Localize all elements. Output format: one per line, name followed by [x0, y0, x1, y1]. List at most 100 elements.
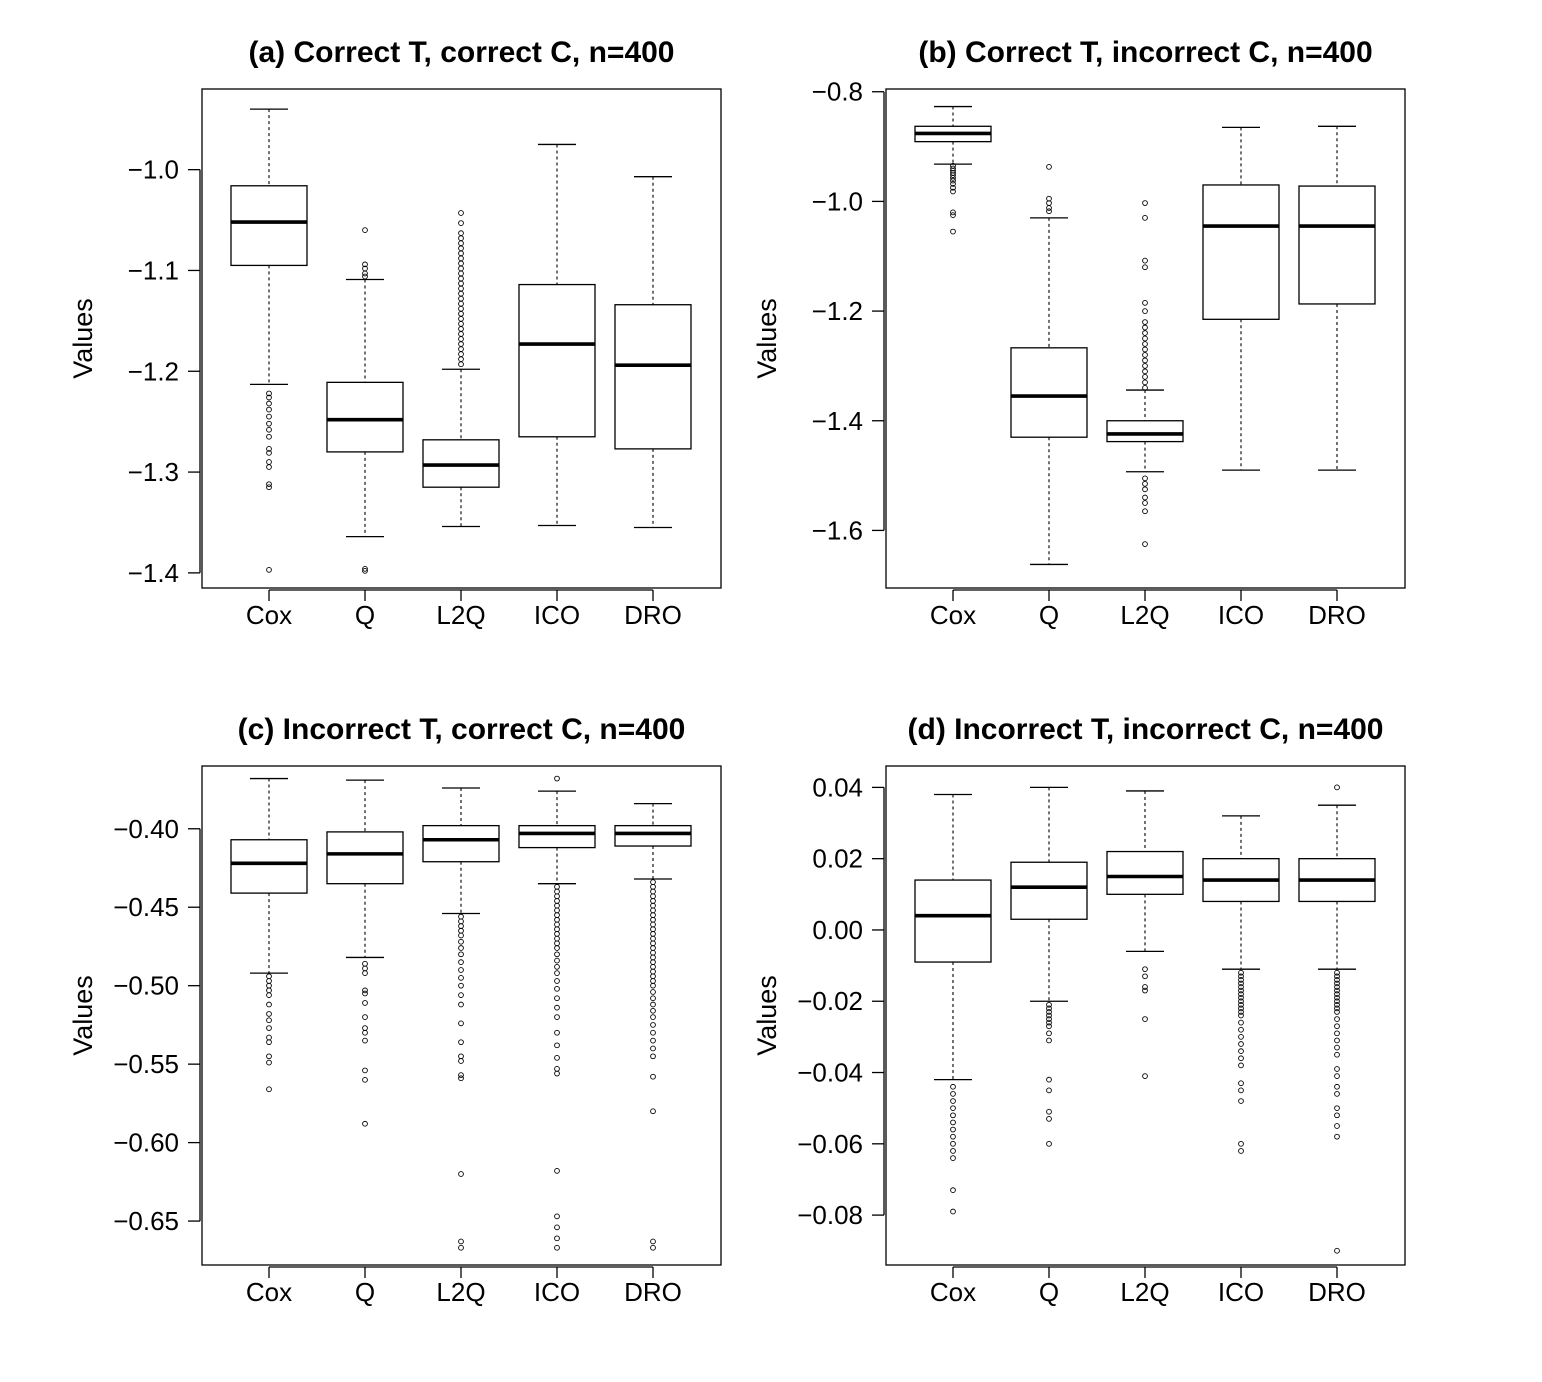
outlier-point — [650, 1022, 656, 1028]
outlier-point — [650, 954, 656, 961]
outlier-point — [1334, 1112, 1340, 1119]
y-tick-label: −1.4 — [128, 558, 179, 588]
panel-title: (b) Correct T, incorrect C, n=400 — [918, 36, 1372, 69]
outlier-point — [458, 932, 464, 939]
outlier-point — [1142, 363, 1148, 369]
outlier-point — [950, 1112, 956, 1119]
iqr-box — [614, 824, 692, 847]
outlier-point — [458, 974, 464, 981]
outlier-point — [650, 1053, 656, 1060]
outlier-point — [1142, 215, 1148, 221]
outlier-point — [362, 990, 368, 997]
plot-frame — [885, 765, 1406, 1266]
outlier-point — [950, 174, 956, 181]
outlier-point — [1046, 205, 1052, 211]
outlier-point — [362, 270, 368, 277]
outlier-point — [650, 1045, 656, 1052]
box-l2q — [422, 210, 500, 528]
outlier-point — [458, 1238, 464, 1245]
outlier-point — [1238, 1098, 1244, 1104]
outlier-point — [650, 912, 656, 918]
outlier-point — [1238, 1140, 1244, 1147]
plot-frame — [885, 88, 1406, 589]
outlier-point — [1238, 1012, 1244, 1019]
outlier-point — [458, 1244, 464, 1251]
outlier-point — [266, 459, 272, 465]
outlier-point — [650, 1073, 656, 1080]
y-tick-label: −1.3 — [128, 457, 179, 487]
outlier-point — [554, 978, 560, 984]
iqr-box — [1298, 185, 1376, 305]
outlier-point — [1238, 977, 1244, 983]
outlier-point — [458, 280, 464, 287]
outlier-point — [950, 212, 956, 218]
outlier-point — [650, 982, 656, 989]
outlier-point — [458, 1072, 464, 1078]
outlier-point — [458, 295, 464, 302]
outlier-point — [458, 260, 464, 267]
panel-title: (a) Correct T, correct C, n=400 — [249, 36, 675, 69]
y-tick-label: −1.1 — [128, 255, 179, 285]
outlier-point — [266, 1017, 272, 1024]
outlier-point — [1238, 1001, 1244, 1008]
outlier-point — [362, 227, 368, 233]
outlier-point — [458, 300, 464, 307]
outlier-point — [266, 1034, 272, 1041]
box-dro — [614, 176, 692, 529]
outlier-point — [554, 902, 560, 909]
outlier-point — [458, 361, 464, 368]
outlier-point — [554, 964, 560, 970]
outlier-point — [1334, 973, 1340, 980]
outlier-point — [362, 1037, 368, 1044]
outlier-point — [1142, 385, 1148, 391]
outlier-point — [554, 926, 560, 933]
outlier-point — [458, 927, 464, 934]
outlier-point — [1334, 977, 1340, 983]
outlier-point — [1046, 164, 1052, 170]
outlier-point — [1334, 994, 1340, 1001]
outlier-point — [1334, 1091, 1340, 1097]
box-l2q — [422, 787, 500, 1251]
outlier-point — [1142, 508, 1148, 515]
outlier-point — [650, 940, 656, 947]
outlier-point — [1334, 1073, 1340, 1079]
box-ico — [1202, 126, 1280, 471]
outlier-point — [362, 1014, 368, 1020]
outlier-point — [458, 938, 464, 945]
box-q — [326, 227, 404, 574]
outlier-point — [1334, 1037, 1340, 1044]
outlier-point — [458, 351, 464, 357]
x-tick-label: Q — [355, 1277, 375, 1307]
outlier-point — [1046, 1108, 1052, 1115]
outlier-point — [1334, 1083, 1340, 1090]
panel-b: (b) Correct T, incorrect C, n=400Values−… — [752, 36, 1406, 630]
outlier-point — [950, 1187, 956, 1194]
outlier-point — [266, 420, 272, 427]
outlier-point — [1046, 1037, 1052, 1044]
outlier-point — [554, 1224, 560, 1231]
box-cox — [230, 108, 308, 573]
x-tick-label: Q — [1039, 1277, 1059, 1307]
outlier-point — [554, 888, 560, 895]
outlier-point — [362, 261, 368, 268]
x-tick-label: DRO — [1308, 600, 1366, 630]
outlier-point — [1334, 1009, 1340, 1015]
outlier-point — [950, 1119, 956, 1126]
outlier-point — [1334, 998, 1340, 1005]
outlier-point — [554, 1029, 560, 1036]
outlier-point — [1334, 987, 1340, 994]
iqr-box — [422, 824, 500, 863]
outlier-point — [554, 1213, 560, 1220]
outlier-point — [554, 893, 560, 900]
outlier-point — [1142, 346, 1148, 353]
outlier-point — [458, 913, 464, 920]
panel-a: (a) Correct T, correct C, n=400 Values −1.… — [68, 36, 722, 630]
iqr-box — [326, 381, 404, 453]
outlier-point — [650, 1014, 656, 1020]
plot-frame — [201, 88, 722, 589]
outlier-point — [1238, 1048, 1244, 1054]
outlier-point — [1142, 341, 1148, 347]
outlier-point — [554, 951, 560, 958]
y-tick-label: −1.2 — [128, 356, 179, 386]
